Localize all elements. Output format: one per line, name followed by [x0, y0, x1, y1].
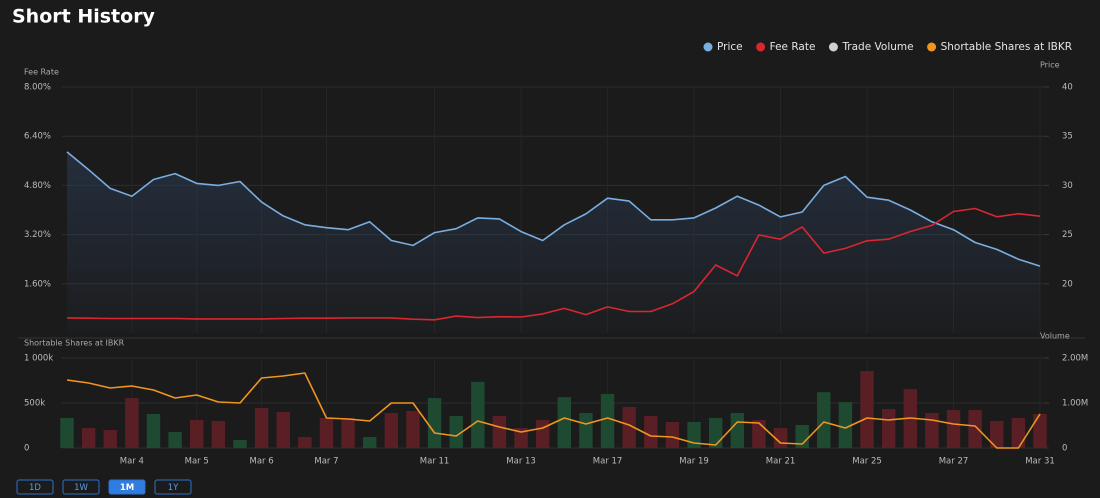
x-tick-label: Mar 19: [679, 457, 709, 467]
volume-bar: [557, 397, 572, 448]
range-button[interactable]: [154, 479, 192, 495]
y2-tick-label: 20: [1062, 279, 1073, 289]
volume-bar: [427, 398, 442, 448]
price-area: [67, 151, 1040, 333]
y-axis-title: Fee Rate: [24, 68, 59, 77]
legend-label[interactable]: Fee Rate: [770, 41, 816, 53]
volume-bar: [125, 398, 139, 448]
x-tick-label: Mar 31: [1025, 457, 1055, 467]
volume-bar: [795, 425, 809, 448]
volume-bar: [471, 381, 485, 448]
y-tick-label: 3.20%: [24, 230, 51, 240]
range-button-label[interactable]: 1W: [74, 483, 88, 493]
volume-bar: [817, 392, 831, 448]
volume-bar: [968, 410, 982, 448]
volume-bar: [168, 431, 182, 448]
x-tick-label: Mar 17: [593, 457, 623, 467]
series-line: [66, 207, 1041, 321]
x-tick-label: Mar 21: [766, 457, 796, 467]
volume-bar: [881, 408, 896, 448]
y2-tick-label: 25: [1062, 230, 1073, 240]
x-tick-label: Mar 25: [852, 457, 882, 467]
volume-bar: [492, 416, 507, 448]
volume-bar: [406, 411, 420, 448]
volume-bar: [276, 412, 290, 448]
y-tick-label: 0: [24, 444, 29, 454]
legend-label[interactable]: Price: [717, 41, 743, 53]
y2-tick-label: 0: [1062, 444, 1067, 454]
y2-tick-label: 40: [1062, 83, 1073, 93]
volume-bar: [644, 416, 658, 448]
volume-bar: [579, 412, 593, 448]
y2-tick-label: 2.00M: [1062, 354, 1088, 364]
y-tick-label: 1 000k: [24, 354, 53, 364]
x-tick-label: Mar 6: [250, 457, 274, 467]
volume-bar: [730, 412, 744, 448]
legend-swatch[interactable]: [756, 42, 766, 52]
volume-bar: [665, 421, 680, 448]
volume-bar: [319, 417, 334, 448]
volume-bar: [60, 417, 74, 448]
range-button-label[interactable]: 1Y: [168, 483, 179, 493]
range-button[interactable]: [108, 479, 146, 495]
volume-bar: [535, 420, 550, 448]
volume-bar: [1011, 417, 1026, 448]
volume-bar: [81, 428, 96, 448]
range-button-label[interactable]: 1D: [29, 483, 41, 493]
range-button-label[interactable]: 1M: [120, 483, 134, 493]
x-tick-label: Mar 7: [314, 457, 338, 467]
range-button[interactable]: [16, 479, 54, 495]
volume-bar: [622, 407, 636, 448]
volume-bar: [600, 394, 615, 448]
legend-swatch[interactable]: [828, 42, 838, 52]
volume-bar: [233, 439, 247, 448]
volume-bar: [838, 402, 853, 448]
y-tick-label: 6.40%: [24, 132, 51, 142]
y2-tick-label: 1.00M: [1062, 399, 1088, 409]
volume-bar: [384, 412, 399, 448]
x-tick-label: Mar 13: [506, 457, 536, 467]
y-tick-label: 500k: [24, 399, 45, 409]
page-title: Short History: [12, 6, 156, 28]
volume-bar: [990, 421, 1004, 448]
y2-tick-label: 35: [1062, 132, 1073, 142]
y2-axis-title: Volume: [1040, 332, 1070, 341]
volume-bar: [190, 420, 204, 448]
volume-bar: [254, 407, 269, 448]
x-tick-label: Mar 27: [939, 457, 969, 467]
volume-bar: [211, 421, 226, 448]
volume-bar: [708, 417, 723, 448]
volume-bar: [946, 410, 961, 448]
x-tick-label: Mar 11: [420, 457, 450, 467]
volume-bar: [341, 417, 355, 448]
volume-bar: [146, 413, 161, 448]
volume-bar: [103, 430, 117, 448]
volume-bar: [363, 437, 377, 448]
volume-bar: [1033, 413, 1047, 448]
y-tick-label: 8.00%: [24, 83, 51, 93]
y-tick-label: 4.80%: [24, 181, 51, 191]
y-axis-title: Shortable Shares at IBKR: [24, 339, 125, 348]
legend-label[interactable]: Shortable Shares at IBKR: [941, 41, 1072, 53]
range-button[interactable]: [62, 479, 100, 495]
legend-swatch[interactable]: [927, 42, 937, 52]
volume-bar: [860, 371, 874, 448]
volume-bar: [514, 428, 528, 448]
x-tick-label: Mar 4: [120, 457, 144, 467]
volume-bar: [449, 416, 463, 448]
volume-bar: [298, 437, 312, 448]
legend-label[interactable]: Trade Volume: [841, 41, 913, 53]
x-tick-label: Mar 5: [185, 457, 209, 467]
volume-bar: [925, 412, 939, 448]
y2-tick-label: 30: [1062, 181, 1073, 191]
y2-axis-title: Price: [1040, 61, 1060, 70]
y-tick-label: 1.60%: [24, 279, 51, 289]
series-line: [66, 151, 1041, 267]
legend-swatch[interactable]: [703, 42, 713, 52]
series-line: [66, 372, 1041, 449]
volume-bar: [752, 420, 766, 448]
